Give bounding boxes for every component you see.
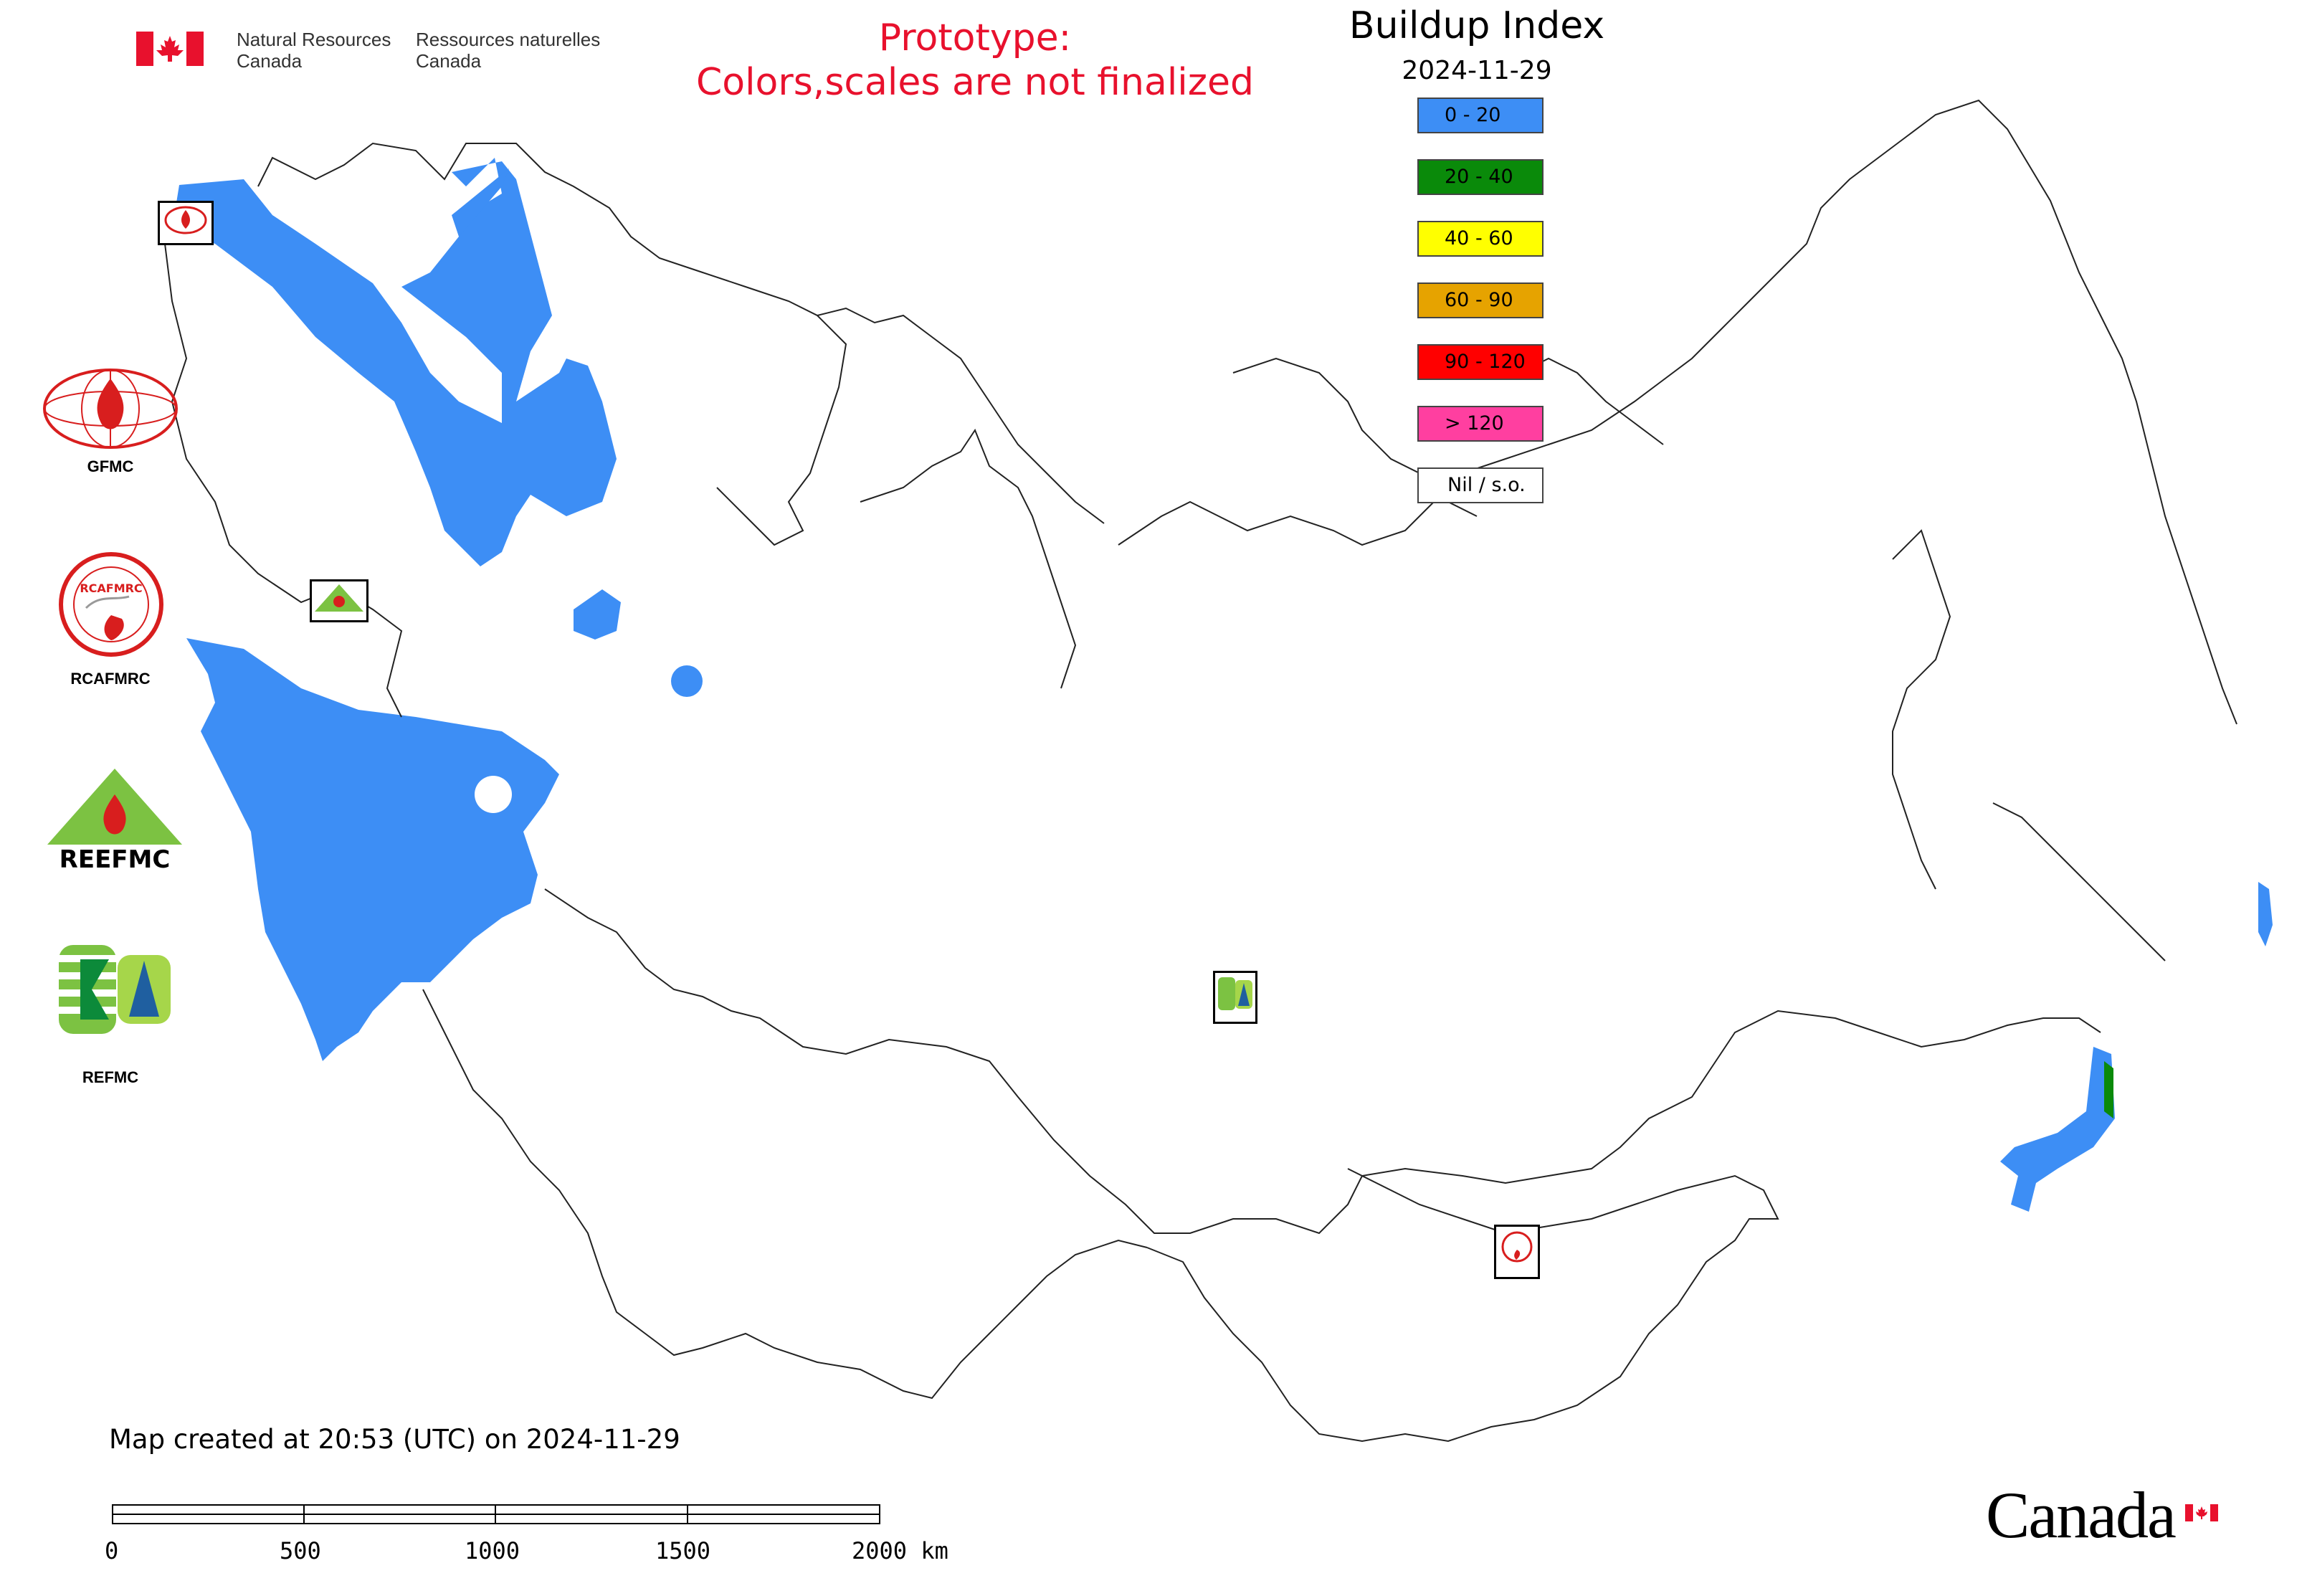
legend-item-90-120: 90 - 120 xyxy=(1417,344,1544,380)
prototype-notice-line2: Colors,scales are not finalized xyxy=(695,61,1255,104)
canada-flag-logo xyxy=(136,32,204,66)
map-created-note: Map created at 20:53 (UTC) on 2024-11-29 xyxy=(109,1424,680,1455)
legend-label: 0 - 20 xyxy=(1445,104,1501,126)
legend-item-0-20: 0 - 20 xyxy=(1417,98,1544,133)
map-date: 2024-11-29 xyxy=(1402,56,1552,85)
bui-area-scandinavia xyxy=(172,158,617,566)
scale-tick-1500: 1500 xyxy=(655,1537,711,1564)
reefmc-logo-text: REEFMC xyxy=(60,845,171,873)
refmc-logo xyxy=(59,945,171,1034)
org-name-en-2: Canada xyxy=(237,50,303,72)
gfmc-map-marker[interactable] xyxy=(158,201,214,245)
bui-area-eastern-europe xyxy=(186,589,703,1061)
map-hole xyxy=(475,776,512,813)
legend-label: 90 - 120 xyxy=(1445,351,1526,373)
bui-area-green-strip xyxy=(2104,1061,2113,1118)
rcafmrc-logo-text: RCAFMRC xyxy=(80,581,142,595)
refmc-map-marker[interactable] xyxy=(1213,971,1257,1024)
rcafmrc-logo: RCAFMRC xyxy=(57,551,165,658)
scale-bar xyxy=(112,1504,880,1524)
scale-tick-500: 500 xyxy=(280,1537,321,1564)
legend-label: 40 - 60 xyxy=(1445,227,1513,250)
rcafmrc-label: RCAFMRC xyxy=(70,670,151,688)
legend-label: 20 - 40 xyxy=(1445,166,1513,188)
org-name-fr-2: Canada xyxy=(416,50,482,72)
canada-wordmark-flag xyxy=(2185,1504,2218,1521)
refmc-label: REFMC xyxy=(82,1068,139,1086)
rcafmrc-map-marker[interactable] xyxy=(1494,1225,1540,1279)
reefmc-logo: REEFMC xyxy=(39,766,191,874)
legend-item-60-90: 60 - 90 xyxy=(1417,282,1544,318)
legend-item-nil: Nil / s.o. xyxy=(1417,467,1544,503)
map-title: Buildup Index xyxy=(1349,4,1605,47)
gfmc-logo xyxy=(42,366,179,452)
legend-label: 60 - 90 xyxy=(1445,289,1513,311)
scale-tick-0: 0 xyxy=(105,1537,119,1564)
canada-wordmark: Canada xyxy=(1986,1478,2177,1552)
legend-label: > 120 xyxy=(1445,412,1504,434)
gfmc-label: GFMC xyxy=(87,457,134,475)
legend-item-over-120: > 120 xyxy=(1417,406,1544,442)
legend-item-40-60: 40 - 60 xyxy=(1417,221,1544,257)
legend-item-20-40: 20 - 40 xyxy=(1417,159,1544,195)
legend-label: Nil / s.o. xyxy=(1447,474,1526,496)
org-name-en-1: Natural Resources xyxy=(237,29,391,50)
scale-tick-2000: 2000 km xyxy=(852,1537,948,1564)
org-name-fr-1: Ressources naturelles xyxy=(416,29,601,50)
bui-area-far-east xyxy=(2000,882,2273,1212)
prototype-notice-line1: Prototype: xyxy=(878,16,1072,60)
map-borders xyxy=(164,99,2237,1443)
scale-tick-1000: 1000 xyxy=(465,1537,520,1564)
reefmc-map-marker[interactable] xyxy=(310,579,368,622)
